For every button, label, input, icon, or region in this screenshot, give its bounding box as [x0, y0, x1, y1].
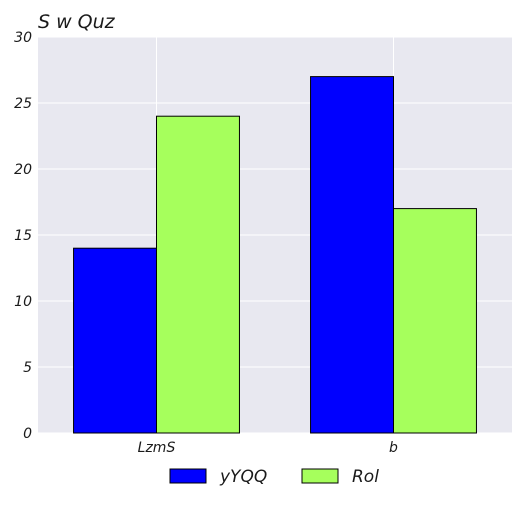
bar-Rol-b [393, 208, 477, 434]
bar-yYQQ-b [310, 76, 394, 434]
x-axis-ticks: LzmS b [138, 440, 398, 456]
legend-label: yYQQ [219, 467, 267, 487]
legend-swatch [169, 468, 207, 484]
chart-title: S w Quz [38, 11, 116, 33]
bar-Rol-LzmS [156, 115, 240, 434]
y-tick-label: 10 [14, 294, 32, 310]
bars [73, 76, 477, 434]
y-tick-label: 15 [14, 228, 32, 244]
legend-swatch [301, 468, 339, 484]
y-tick-label: 0 [23, 426, 32, 442]
y-tick-label: 20 [14, 162, 32, 178]
bar-yYQQ-LzmS [73, 247, 157, 434]
x-tick-label: b [389, 440, 398, 456]
x-tick-label: LzmS [138, 440, 176, 456]
y-tick-label: 30 [14, 30, 32, 46]
legend-label: Rol [352, 467, 379, 487]
legend: yYQQ Rol [169, 467, 379, 487]
y-axis-ticks: 0 5 10 15 20 25 30 [14, 30, 32, 442]
y-tick-label: 5 [23, 360, 32, 376]
y-tick-label: 25 [14, 96, 32, 112]
